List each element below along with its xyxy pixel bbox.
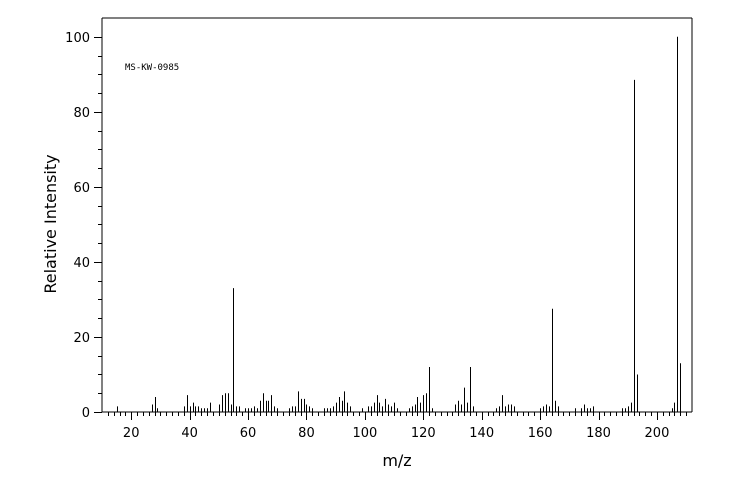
- x-tick-label: 80: [298, 426, 315, 441]
- x-axis-title: m/z: [382, 451, 411, 470]
- y-axis-ticks: 0 20 40 60 80 100: [65, 31, 102, 421]
- x-tick-label: 180: [586, 426, 611, 441]
- y-axis-title: Relative Intensity: [41, 154, 60, 293]
- x-tick-label: 20: [123, 426, 140, 441]
- y-tick-label: 60: [73, 181, 90, 196]
- y-tick-label: 80: [73, 106, 90, 121]
- spectrum-code-label: MS-KW-0985: [125, 63, 179, 73]
- x-tick-label: 60: [240, 426, 257, 441]
- plot-frame: [101, 17, 693, 413]
- x-tick-label: 100: [352, 426, 377, 441]
- x-tick-label: 120: [411, 426, 436, 441]
- x-tick-label: 200: [645, 426, 670, 441]
- x-tick-label: 160: [528, 426, 553, 441]
- x-axis-ticks: 20 40 60 80 100 120 140 160 180 200: [108, 412, 687, 441]
- y-tick-label: 100: [65, 31, 90, 46]
- x-tick-label: 140: [469, 426, 494, 441]
- x-tick-label: 40: [181, 426, 198, 441]
- y-tick-label: 40: [73, 256, 90, 271]
- spectrum-bars: [117, 36, 681, 412]
- y-tick-label: 0: [82, 406, 90, 421]
- y-tick-label: 20: [73, 331, 90, 346]
